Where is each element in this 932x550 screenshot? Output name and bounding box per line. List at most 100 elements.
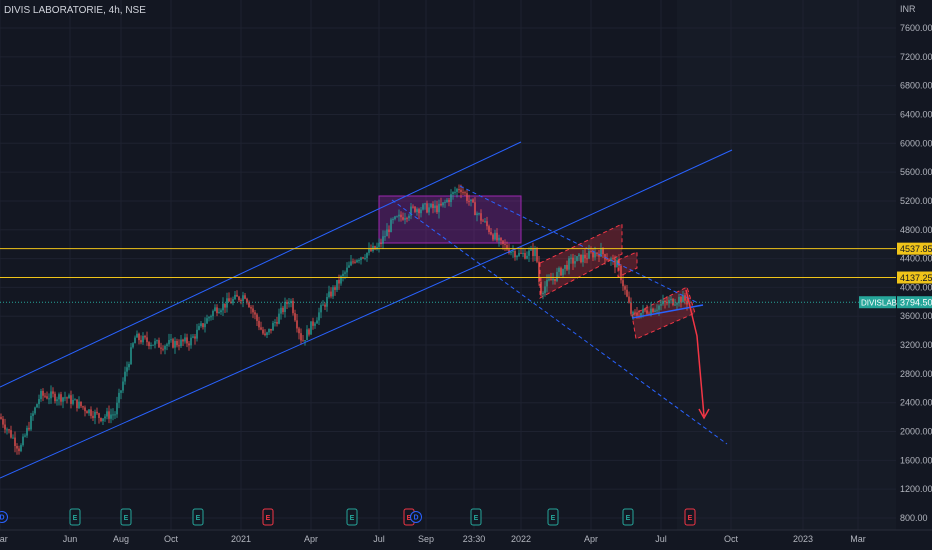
candle-body: [140, 340, 142, 343]
candle-body: [450, 194, 452, 203]
earnings-marker[interactable]: E: [547, 508, 559, 526]
earnings-marker[interactable]: E: [192, 508, 204, 526]
candle-body: [108, 411, 110, 419]
dividend-marker[interactable]: D: [0, 511, 8, 523]
y-tick-label: 4400.00: [900, 254, 932, 264]
candle-body: [56, 399, 58, 402]
candle-body: [180, 339, 182, 347]
candle-body: [384, 236, 386, 238]
candle-body: [460, 189, 462, 193]
candle-body: [174, 340, 176, 348]
x-tick-label: Mar: [0, 534, 8, 544]
candle-body: [208, 317, 210, 319]
candle-body: [22, 436, 24, 446]
candle-body: [580, 254, 582, 263]
candle-body: [352, 261, 354, 263]
candle-body: [168, 340, 170, 345]
candle-body: [474, 202, 476, 216]
x-tick-label: 2023: [793, 534, 813, 544]
candle-body: [530, 248, 532, 251]
y-tick-label: 6000.00: [900, 138, 932, 148]
candle-body: [440, 203, 442, 206]
candle-body: [364, 257, 366, 259]
candle-body: [106, 411, 108, 417]
dividend-marker[interactable]: D: [410, 511, 422, 523]
candle-body: [80, 401, 82, 407]
candle-body: [142, 336, 144, 343]
candle-body: [38, 399, 40, 405]
earnings-marker[interactable]: E: [262, 508, 274, 526]
candle-body: [628, 296, 630, 303]
candle-body: [234, 294, 236, 300]
candle-body: [306, 329, 308, 341]
earnings-marker[interactable]: E: [346, 508, 358, 526]
candle-body: [264, 333, 266, 336]
candle-body: [456, 189, 458, 192]
horizontal-levels[interactable]: 4537.85 4137.25 DIVISLAB 3794.50: [0, 242, 932, 309]
candle-body: [72, 399, 74, 404]
candle-body: [410, 206, 412, 216]
x-tick-label: Jul: [655, 534, 667, 544]
candle-body: [186, 337, 188, 344]
candle-body: [422, 204, 424, 210]
candle-body: [50, 391, 52, 399]
candle-body: [424, 203, 426, 205]
earnings-badge: [346, 508, 358, 526]
candle-body: [28, 427, 30, 430]
channel-upper-line: [0, 141, 522, 388]
candle-body: [238, 296, 240, 301]
projection-arrow-head: [698, 408, 710, 420]
candle-body: [504, 244, 506, 246]
x-tick-label: Aug: [113, 534, 129, 544]
x-tick-label: Jul: [373, 534, 385, 544]
candle-body: [144, 336, 146, 338]
earnings-marker[interactable]: E: [69, 508, 81, 526]
candle-body: [172, 339, 174, 348]
candle-body: [16, 445, 18, 449]
time-axis[interactable]: Mar Jun Aug Oct 2021 Apr Jul Sep 23:30 2022 Apr Jul…: [0, 529, 932, 544]
candle-body: [258, 320, 260, 328]
level-price-tag: [897, 271, 932, 284]
earnings-marker[interactable]: E: [470, 508, 482, 526]
candle-body: [556, 271, 558, 281]
candle-body: [436, 205, 438, 213]
candle-body: [484, 221, 486, 223]
candle-body: [162, 348, 164, 350]
candle-body: [158, 340, 160, 348]
candle-body: [414, 206, 416, 212]
earnings-letter: E: [266, 515, 271, 522]
x-tick-label: 2021: [231, 534, 251, 544]
candle-body: [298, 328, 300, 334]
level-price-tag: [897, 242, 932, 255]
earnings-marker[interactable]: E: [622, 508, 634, 526]
candle-body: [542, 292, 544, 294]
y-tick-label: 3200.00: [900, 340, 932, 350]
candle-body: [130, 347, 132, 364]
candle-body: [368, 248, 370, 253]
dividend-badge: [0, 511, 8, 523]
candle-body: [88, 409, 90, 414]
candle-body: [360, 257, 362, 261]
candle-body: [138, 333, 140, 341]
candle-body: [214, 307, 216, 311]
candle-body: [274, 322, 276, 324]
candle-body: [276, 322, 278, 324]
candle-body: [612, 258, 614, 260]
candle-body: [348, 265, 350, 268]
candle-body: [48, 398, 50, 400]
candle-body: [4, 424, 6, 430]
candle-body: [582, 254, 584, 263]
earnings-marker[interactable]: E: [120, 508, 132, 526]
earnings-marker[interactable]: E: [684, 508, 696, 526]
price-axis[interactable]: 7600.00 7200.00 6800.00 6400.00 6000.00 5600.…: [900, 23, 932, 523]
candle-body: [584, 254, 586, 259]
candle-body: [178, 345, 180, 347]
candle-body: [226, 298, 228, 308]
candle-body: [14, 437, 16, 446]
candle-body: [566, 265, 568, 270]
candle-body: [164, 346, 166, 350]
earnings-badge: [120, 508, 132, 526]
